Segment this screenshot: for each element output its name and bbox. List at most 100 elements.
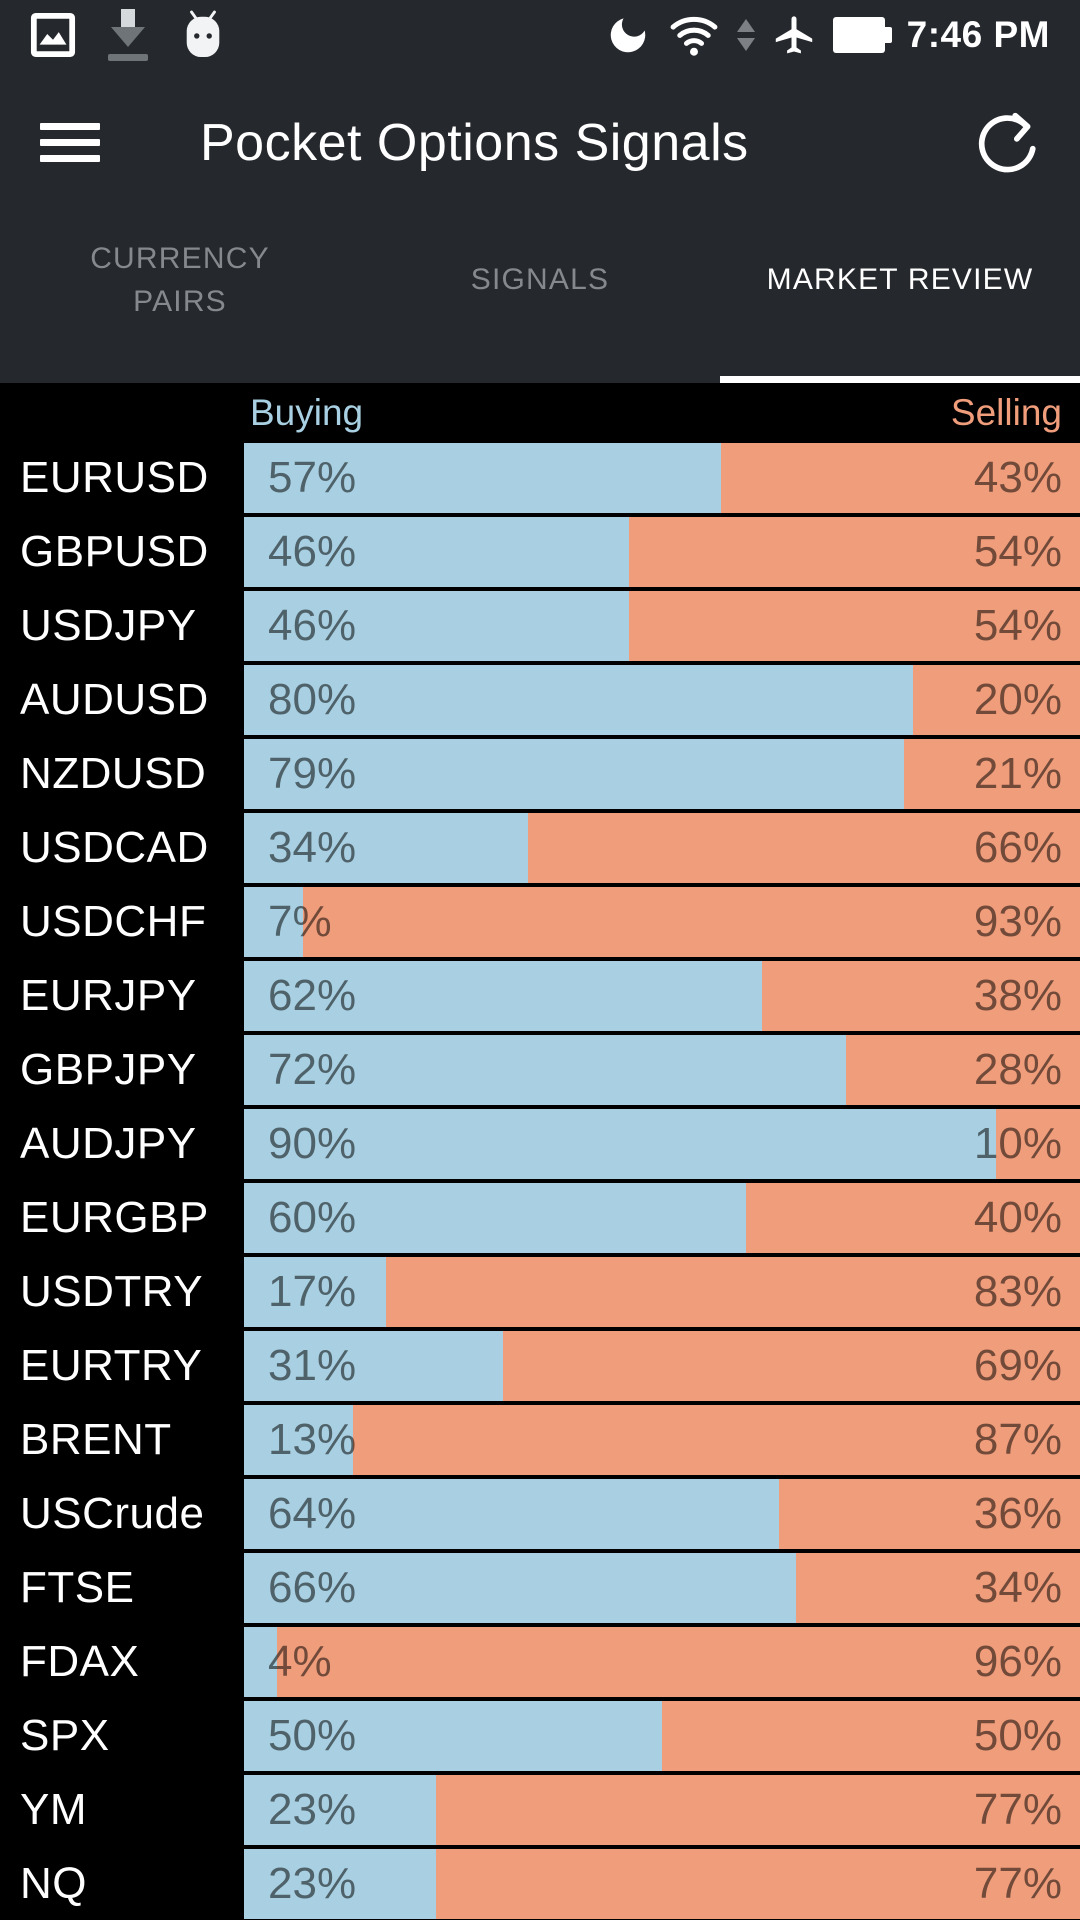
buy-percent: 46%	[268, 601, 357, 650]
market-row[interactable]: SPX 50% 50%	[0, 1701, 1080, 1771]
market-row[interactable]: EURUSD 57% 43%	[0, 443, 1080, 513]
buy-percent: 57%	[268, 453, 357, 502]
sentiment-bar: 46% 54%	[244, 591, 1080, 661]
tab-currency-pairs[interactable]: CURRENCY PAIRS	[90, 241, 270, 319]
sell-segment	[436, 1775, 1080, 1845]
sell-percent: 69%	[973, 1341, 1062, 1390]
buy-segment	[244, 443, 721, 513]
market-row[interactable]: NZDUSD 79% 21%	[0, 739, 1080, 809]
sell-percent: 43%	[973, 453, 1062, 502]
market-row[interactable]: GBPUSD 46% 54%	[0, 517, 1080, 587]
buy-percent: 80%	[268, 675, 357, 724]
sentiment-bar: 23% 77%	[244, 1775, 1080, 1845]
pair-label: BRENT	[0, 1405, 244, 1475]
market-row[interactable]: NQ 23% 77%	[0, 1849, 1080, 1919]
market-row[interactable]: EURTRY 31% 69%	[0, 1331, 1080, 1401]
buy-segment	[244, 813, 529, 883]
sell-segment	[996, 1109, 1080, 1179]
sentiment-bar: 90% 10%	[244, 1109, 1080, 1179]
buy-percent: 13%	[268, 1415, 357, 1464]
pair-label: FTSE	[0, 1553, 244, 1623]
status-left-icons	[30, 9, 226, 61]
sell-percent: 10%	[973, 1119, 1062, 1168]
tab-bar: CURRENCY PAIRS SIGNALS MARKET REVIEW	[0, 215, 1080, 383]
sell-percent: 96%	[973, 1637, 1062, 1686]
market-row[interactable]: AUDUSD 80% 20%	[0, 665, 1080, 735]
sentiment-bar: 23% 77%	[244, 1849, 1080, 1919]
market-row[interactable]: YM 23% 77%	[0, 1775, 1080, 1845]
buy-percent: 66%	[268, 1563, 357, 1612]
market-row[interactable]: USCrude 64% 36%	[0, 1479, 1080, 1549]
refresh-icon[interactable]	[974, 110, 1040, 176]
market-row[interactable]: USDCAD 34% 66%	[0, 813, 1080, 883]
sell-percent: 77%	[973, 1785, 1062, 1834]
buy-percent: 23%	[268, 1785, 357, 1834]
pair-label: USCrude	[0, 1479, 244, 1549]
pair-label: USDTRY	[0, 1257, 244, 1327]
sentiment-bar: 79% 21%	[244, 739, 1080, 809]
pair-label: AUDJPY	[0, 1109, 244, 1179]
pair-label: USDCAD	[0, 813, 244, 883]
sell-segment	[745, 1183, 1080, 1253]
market-row[interactable]: FDAX 4% 96%	[0, 1627, 1080, 1697]
market-row[interactable]: USDJPY 46% 54%	[0, 591, 1080, 661]
network-arrows-icon	[736, 19, 755, 51]
sell-percent: 93%	[973, 897, 1062, 946]
buy-segment	[244, 961, 763, 1031]
sell-segment	[386, 1257, 1080, 1327]
market-row[interactable]: EURGBP 60% 40%	[0, 1183, 1080, 1253]
sell-segment	[845, 1035, 1080, 1105]
sentiment-bar: 62% 38%	[244, 961, 1080, 1031]
pair-label: EURTRY	[0, 1331, 244, 1401]
market-row[interactable]: EURJPY 62% 38%	[0, 961, 1080, 1031]
sentiment-bar: 72% 28%	[244, 1035, 1080, 1105]
sell-percent: 34%	[973, 1563, 1062, 1612]
sentiment-bar: 46% 54%	[244, 517, 1080, 587]
sell-percent: 21%	[973, 749, 1062, 798]
page-title: Pocket Options Signals	[200, 113, 749, 172]
top-chrome: 7:46 PM Pocket Options Signals CURRENCY …	[0, 0, 1080, 383]
sell-segment	[779, 1479, 1080, 1549]
market-row[interactable]: AUDJPY 90% 10%	[0, 1109, 1080, 1179]
hamburger-menu-icon[interactable]	[40, 123, 100, 162]
chart-header: Buying Selling	[0, 383, 1080, 443]
market-row[interactable]: GBPJPY 72% 28%	[0, 1035, 1080, 1105]
sell-segment	[277, 1627, 1080, 1697]
buying-column-header: Buying	[250, 392, 364, 433]
market-row[interactable]: USDTRY 17% 83%	[0, 1257, 1080, 1327]
buy-percent: 50%	[268, 1711, 357, 1760]
buy-segment	[244, 1405, 353, 1475]
market-row[interactable]: FTSE 66% 34%	[0, 1553, 1080, 1623]
sell-segment	[503, 1331, 1080, 1401]
night-mode-icon	[605, 12, 651, 58]
buy-percent: 34%	[268, 823, 357, 872]
sell-segment	[912, 665, 1080, 735]
android-icon	[180, 10, 226, 60]
buy-segment	[244, 1109, 997, 1179]
buy-segment	[244, 1183, 746, 1253]
sell-percent: 77%	[973, 1859, 1062, 1908]
status-bar: 7:46 PM	[0, 0, 1080, 70]
sentiment-bar: 7% 93%	[244, 887, 1080, 957]
pair-label: EURGBP	[0, 1183, 244, 1253]
sell-segment	[904, 739, 1080, 809]
pair-label: USDCHF	[0, 887, 244, 957]
sentiment-bar: 64% 36%	[244, 1479, 1080, 1549]
market-row[interactable]: BRENT 13% 87%	[0, 1405, 1080, 1475]
buy-segment	[244, 1627, 278, 1697]
buy-percent: 7%	[268, 897, 332, 946]
sell-percent: 38%	[973, 971, 1062, 1020]
buy-segment	[244, 1479, 780, 1549]
sell-percent: 36%	[973, 1489, 1062, 1538]
tab-signals[interactable]: SIGNALS	[470, 263, 610, 297]
buy-segment	[244, 591, 629, 661]
download-icon	[104, 9, 152, 61]
tab-market-review[interactable]: MARKET REVIEW	[720, 215, 1080, 383]
sell-percent: 54%	[973, 601, 1062, 650]
buy-percent: 17%	[268, 1267, 357, 1316]
pair-label: NQ	[0, 1849, 244, 1919]
market-row[interactable]: USDCHF 7% 93%	[0, 887, 1080, 957]
pair-label: AUDUSD	[0, 665, 244, 735]
buy-segment	[244, 1775, 437, 1845]
buy-segment	[244, 665, 913, 735]
